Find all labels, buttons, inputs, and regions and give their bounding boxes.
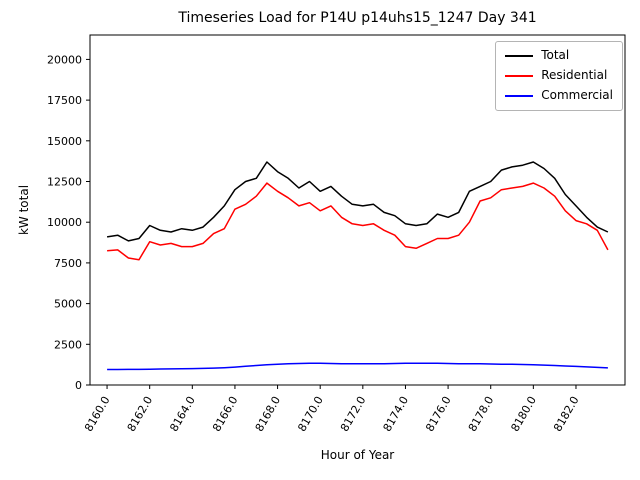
y-tick-label: 7500 (54, 257, 82, 270)
chart-title: Timeseries Load for P14U p14uhs15_1247 D… (178, 10, 537, 26)
legend-line-residential (505, 74, 534, 77)
y-tick-label: 2500 (54, 338, 82, 351)
y-tick-label: 20000 (47, 53, 82, 66)
y-tick-label: 17500 (47, 94, 82, 107)
y-tick-label: 12500 (47, 176, 82, 189)
x-axis-label: Hour of Year (320, 448, 395, 462)
x-tick-label: 8164.0 (167, 394, 198, 434)
x-tick-label: 8174.0 (381, 394, 412, 434)
x-tick-label: 8160.0 (82, 394, 113, 434)
legend-item-commercial: Commercial (505, 89, 613, 102)
x-tick-label: 8168.0 (253, 394, 284, 434)
x-tick-label: 8176.0 (423, 394, 454, 434)
x-tick-label: 8182.0 (551, 394, 582, 434)
series-line-residential (107, 182, 609, 261)
x-tick-label: 8180.0 (508, 394, 539, 434)
plot-border (89, 34, 626, 386)
x-tick-label: 8170.0 (295, 394, 326, 434)
legend-item-total: Total (505, 48, 613, 62)
x-tick-label: 8178.0 (466, 394, 497, 434)
y-tick-label: 15000 (47, 135, 82, 148)
legend: Total Residential Commercial (495, 41, 623, 111)
y-axis-label: kW total (17, 184, 31, 236)
series-line-total (106, 161, 609, 242)
legend-line-total (505, 54, 534, 57)
y-tick-label: 10000 (47, 216, 82, 229)
legend-item-residential: Residential (505, 68, 613, 83)
legend-label-residential: Residential (541, 68, 608, 83)
legend-line-commercial (505, 94, 534, 97)
y-tick-label: 0 (75, 379, 82, 392)
legend-label-commercial: Commercial (541, 88, 613, 103)
x-tick-label: 8162.0 (125, 394, 156, 434)
y-tick-label: 5000 (54, 298, 82, 311)
series-line-commercial (107, 362, 608, 371)
legend-label-total: Total (541, 48, 570, 62)
x-tick-label: 8172.0 (338, 394, 369, 434)
x-tick-label: 8166.0 (210, 394, 241, 434)
